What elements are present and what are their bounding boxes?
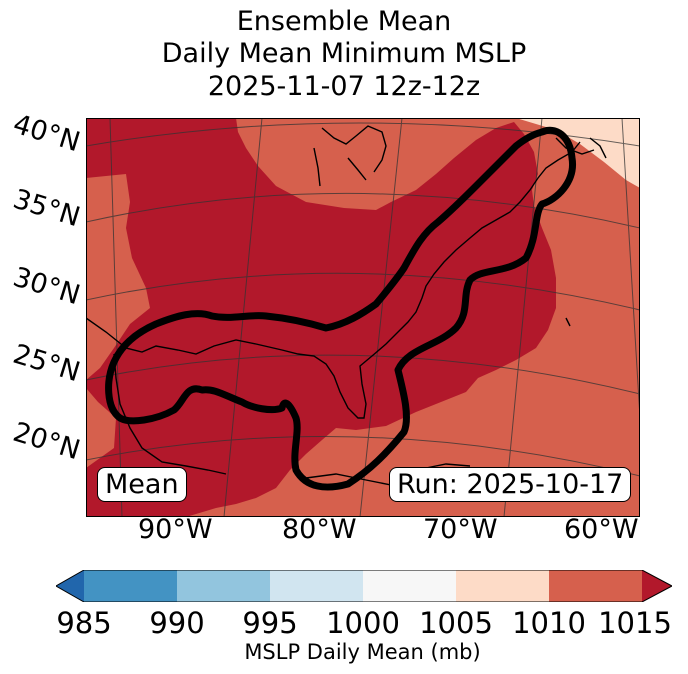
colorbar-tick-1015: 1015 — [598, 606, 672, 640]
colorbar-tick-1005: 1005 — [419, 606, 493, 640]
title-line-2: Daily Mean Minimum MSLP — [161, 38, 527, 69]
colorbar-tick-995: 995 — [242, 606, 298, 640]
colorbar-segment-985 — [84, 570, 177, 602]
lat-label-25: 25°N — [9, 338, 84, 389]
colorbar-tick-990: 990 — [149, 606, 205, 640]
mslp-map — [86, 118, 640, 517]
ensemble-outline — [105, 126, 576, 491]
colorbar-segment-995 — [270, 570, 363, 602]
colorbar-segment-1010 — [549, 570, 642, 602]
colorbar-tick-1000: 1000 — [326, 606, 400, 640]
colorbar-tick-985: 985 — [56, 606, 112, 640]
lat-label-35: 35°N — [9, 183, 84, 234]
graticule — [86, 118, 640, 517]
lon-label-90: 90°W — [138, 514, 213, 545]
map-frame — [86, 118, 640, 517]
colorbar-under-arrow — [56, 570, 84, 602]
colorbar-label: MSLP Daily Mean (mb) — [244, 640, 481, 664]
lon-label-70: 70°W — [423, 514, 498, 545]
lon-label-60: 60°W — [564, 514, 639, 545]
lon-label-80: 80°W — [282, 514, 357, 545]
mean-label: Mean — [97, 467, 187, 502]
lat-label-40: 40°N — [9, 108, 84, 159]
colorbar-segment-1000 — [363, 570, 456, 602]
field-1005-ne — [516, 118, 640, 188]
colorbar-segment-1005 — [456, 570, 549, 602]
colorbar-segment-990 — [177, 570, 270, 602]
lat-label-30: 30°N — [9, 261, 84, 312]
colorbar — [56, 570, 672, 602]
colorbar-tick-1010: 1010 — [512, 606, 586, 640]
title-line-3: 2025-11-07 12z-12z — [207, 71, 481, 102]
run-label: Run: 2025-10-17 — [389, 467, 632, 502]
title-line-1: Ensemble Mean — [236, 6, 452, 37]
colorbar-over-arrow — [642, 570, 672, 602]
lat-label-20: 20°N — [9, 416, 84, 467]
